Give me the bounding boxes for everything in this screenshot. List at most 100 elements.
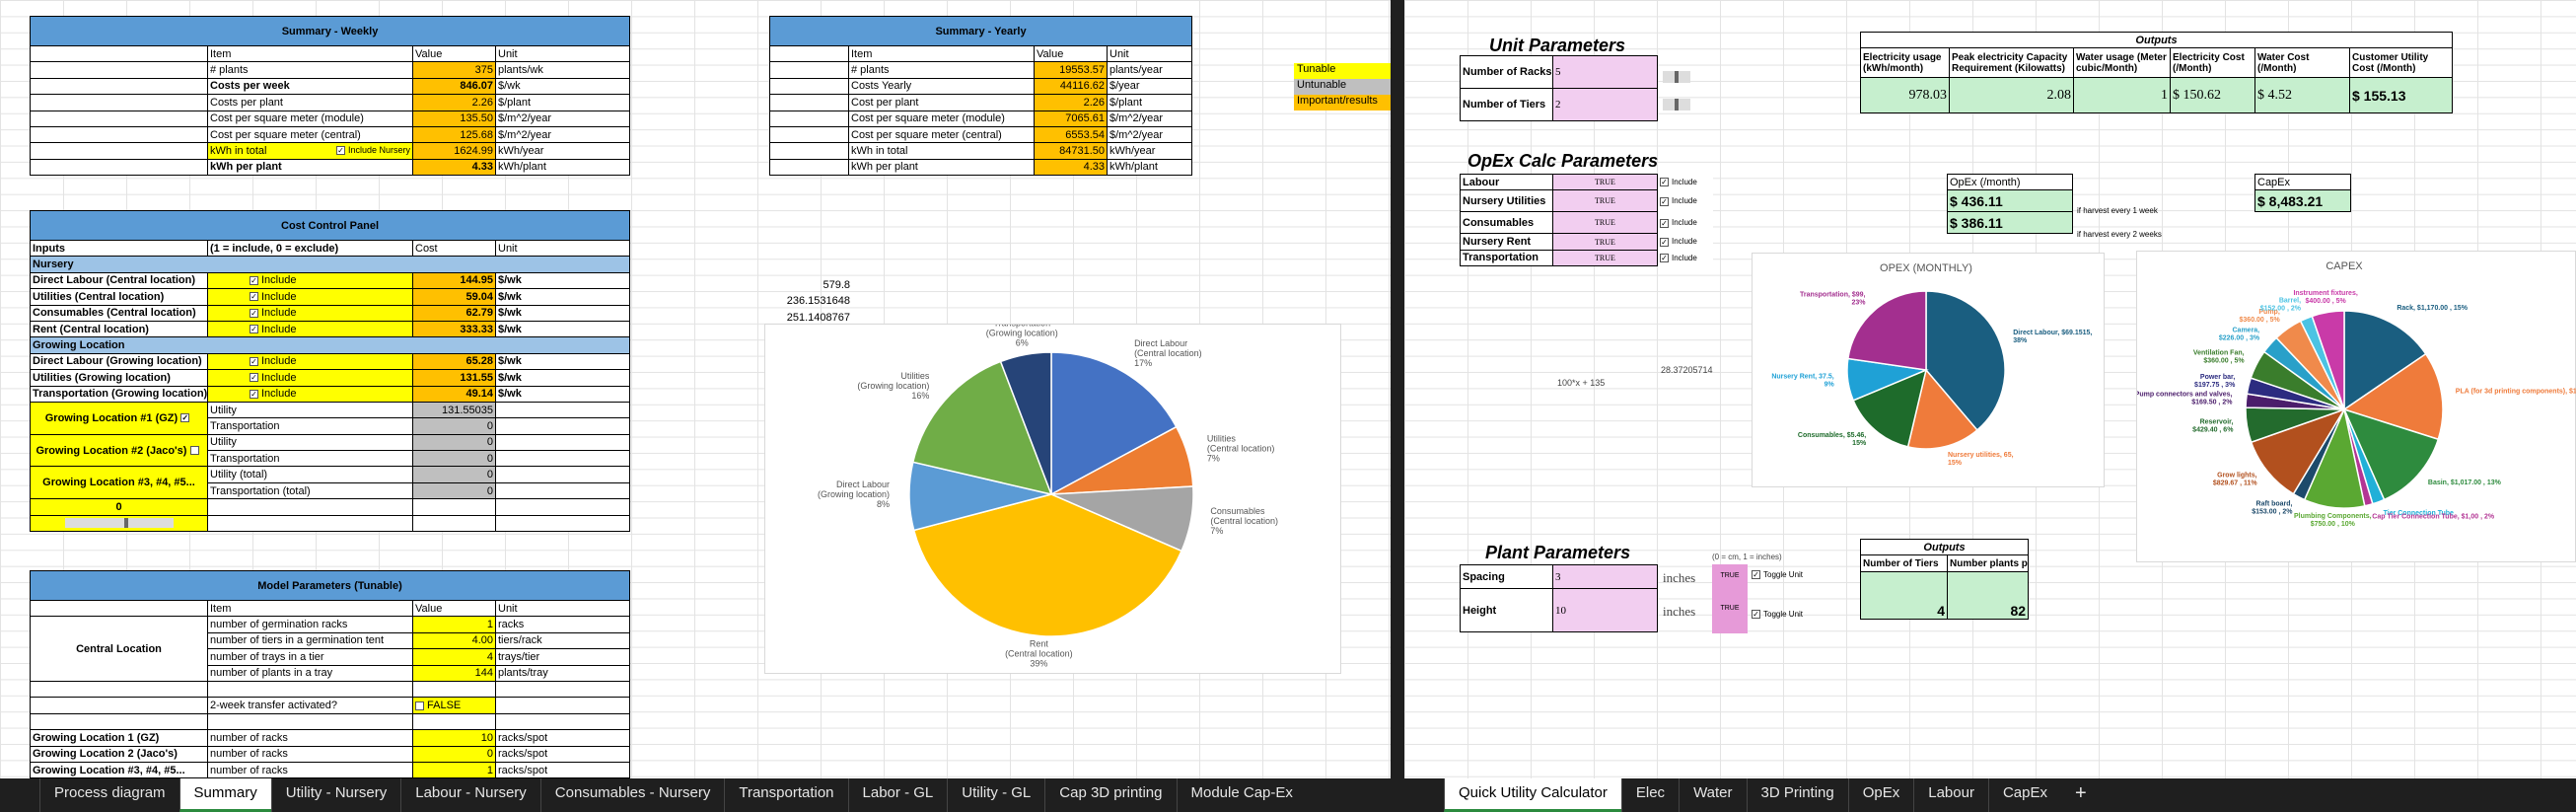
transfer-checkbox[interactable]: FALSE (412, 697, 496, 714)
capex-output-table: CapEx $ 8,483.21 (2254, 174, 2351, 212)
opex-pie-svg: OPEX (MONTHLY) Direct Labour, $69.1515, 38… (1771, 262, 2092, 467)
toggle-unit-spacing[interactable]: ✓ Toggle Unit (1752, 570, 1804, 580)
pie-slice[interactable] (911, 360, 1053, 496)
chart-title: CAPEX (2326, 260, 2363, 272)
tab-process-diagram[interactable]: Process diagram (39, 778, 179, 812)
height-input[interactable]: 10 (1552, 588, 1658, 632)
pie-label: Cap Tier Connection Tube, $1,00 , 2% (2372, 513, 2495, 520)
tab-module-cap-ex[interactable]: Module Cap-Ex (1176, 778, 1307, 812)
weekly-summary-table: Summary - Weekly Item Value Unit # plants 3… (30, 16, 630, 177)
pie-label: Pump, $360.00 , 5% (2240, 309, 2281, 324)
include-checkbox[interactable]: ✓ Include (207, 320, 413, 338)
nursery-section: Nursery (29, 256, 631, 273)
include-checkbox[interactable]: ✓ Include (207, 304, 413, 322)
include-labour[interactable]: ✓ Include (1660, 178, 1697, 187)
pie-label: Power bar, $197.75 , 3% (2194, 374, 2236, 389)
gl-count[interactable]: 0 (30, 498, 208, 516)
pie-slice[interactable] (1925, 290, 2006, 432)
include-checkbox[interactable]: ✓ Include (207, 385, 413, 403)
tab-opex[interactable]: OpEx (1847, 778, 1914, 812)
tab-utility-nursery[interactable]: Utility - Nursery (270, 778, 401, 812)
tab-transportation[interactable]: Transportation (724, 778, 847, 812)
pie-slice[interactable] (2250, 407, 2346, 495)
pie-label: Utilities (Central location) 7% (1207, 433, 1275, 463)
tab-elec[interactable]: Elec (1620, 778, 1679, 812)
pie-label: Tier Connection Tube (2384, 510, 2454, 517)
tab-capex[interactable]: CapEx (1987, 778, 2061, 812)
tab-utility-gl[interactable]: Utility - GL (947, 778, 1044, 812)
pie-slice[interactable] (1846, 290, 1927, 371)
pie-slice[interactable] (2343, 310, 2427, 411)
tab-labor-gl[interactable]: Labor - GL (847, 778, 948, 812)
pie-label: Grow lights, $829.67 , 11% (2213, 472, 2258, 486)
tab-quick-utility-calculator[interactable]: Quick Utility Calculator (1444, 778, 1621, 812)
tab-labour[interactable]: Labour (1913, 778, 1988, 812)
pie-slice[interactable] (1050, 351, 1178, 496)
racks-input[interactable]: 5 (1552, 55, 1658, 89)
tab-3d-printing[interactable]: 3D Printing (1746, 778, 1848, 812)
legend-untunable: Untunable (1294, 79, 1391, 95)
tiers-scroll[interactable] (1663, 99, 1690, 111)
include-checkbox[interactable]: ✓ Include (207, 369, 413, 387)
pie-slice[interactable] (2342, 352, 2444, 441)
summary-sheet[interactable]: Summary - Weekly Item Value Unit # plants 3… (0, 0, 1391, 778)
pie-label: Reservoir, $429.40 , 6% (2192, 419, 2234, 434)
tab-summary[interactable]: Summary (179, 778, 271, 812)
tiers-input[interactable]: 2 (1552, 88, 1658, 121)
opex-pie-chart[interactable]: OPEX (MONTHLY) Direct Labour, $69.1515, 38… (1752, 253, 2105, 487)
pie-label: Instrument fixtures, $400.00 , 5% (2293, 290, 2357, 305)
pie-label: PLA (for 3d printing components), $1,087… (2456, 389, 2576, 396)
growing-section: Growing Location (29, 336, 631, 354)
racks-scroll[interactable] (1663, 71, 1690, 83)
include-transportation[interactable]: ✓ Include (1660, 253, 1697, 263)
capex-pie-chart[interactable]: CAPEX Rack, $1,170.00 , 15% PLA (for 3d pr… (2135, 251, 2576, 562)
pie-label: Barrel, $152.00 , 2% (2260, 297, 2302, 312)
tab-water[interactable]: Water (1679, 778, 1746, 812)
opex-output-table: OpEx (/month) $ 436.11 $ 386.11 (1947, 174, 2073, 234)
spacing-input[interactable]: 3 (1552, 564, 1658, 589)
chart-title: OPEX (MONTHLY) (1880, 262, 1972, 274)
pie-slice[interactable] (1852, 368, 1928, 448)
gl1-checkbox[interactable]: ✓ (180, 413, 190, 423)
side-values: 579.8 236.1531648 251.1408767 (786, 279, 850, 324)
pie-slice[interactable] (1906, 368, 1978, 450)
pie-label: Utilities (Growing location) 16% (857, 371, 930, 401)
pie-label: Nursery utilities, 65, 15% (1948, 452, 2014, 467)
tab-cap-3d-printing[interactable]: Cap 3D printing (1044, 778, 1176, 812)
sheet-tabs-right: Quick Utility Calculator Elec Water 3D P… (1404, 778, 2576, 812)
include-checkbox[interactable]: ✓ Include (207, 271, 413, 290)
unit-params-title: Unit Parameters (1489, 36, 1626, 55)
add-sheet-button[interactable]: + (2074, 782, 2087, 804)
include-checkbox[interactable]: ✓ Include (207, 288, 413, 306)
pie-slice[interactable] (912, 493, 1183, 637)
pane-divider[interactable] (1391, 0, 1404, 812)
outputs-title: Outputs (1859, 31, 2454, 49)
pie-label: Consumables (Central location) 7% (1210, 506, 1278, 536)
gl-scrollbar[interactable] (64, 518, 174, 529)
pie-slice[interactable] (2342, 407, 2440, 501)
quick-utility-sheet[interactable]: Unit Parameters Number of Racks 5 Number … (1404, 0, 2576, 778)
weekly-title: Summary - Weekly (30, 16, 630, 46)
include-consumables[interactable]: ✓ Include (1660, 218, 1697, 228)
tab-consumables-nursery[interactable]: Consumables - Nursery (539, 778, 725, 812)
capex-pie-svg: CAPEX Rack, $1,170.00 , 15% PLA (for 3d pr… (2135, 260, 2576, 528)
gl2-checkbox[interactable] (189, 446, 199, 456)
pie-label: Raft board, $153.00 , 2% (2252, 501, 2293, 516)
model-title: Model Parameters (Tunable) (30, 570, 630, 601)
plant-params-title: Plant Parameters (1485, 543, 1631, 562)
include-checkbox[interactable]: ✓ Include (207, 352, 413, 371)
plant-params-table: Spacing 3 Height 10 (1460, 564, 1658, 632)
cost-pie-chart[interactable]: Direct Labour (Central location) 17% Utilit… (764, 319, 1341, 674)
pie-slice[interactable] (999, 351, 1052, 495)
tab-labour-nursery[interactable]: Labour - Nursery (400, 778, 540, 812)
include-nursery-checkbox[interactable]: ✓ Include Nursery (335, 145, 410, 156)
unit-params-table: Number of Racks 5 Number of Tiers 2 (1460, 55, 1658, 121)
pie-label: Camera, $226.00 , 3% (2219, 328, 2260, 342)
legend-important: Important/results (1294, 95, 1391, 111)
include-nursery-rent[interactable]: ✓ Include (1660, 237, 1697, 247)
pie-slice[interactable] (2311, 310, 2345, 410)
unit-flag: TRUE TRUE (1712, 564, 1748, 633)
include-nursery-utilities[interactable]: ✓ Include (1660, 196, 1697, 206)
toggle-unit-height[interactable]: ✓ Toggle Unit (1752, 610, 1804, 620)
opex-params-title: OpEx Calc Parameters (1467, 151, 1659, 171)
